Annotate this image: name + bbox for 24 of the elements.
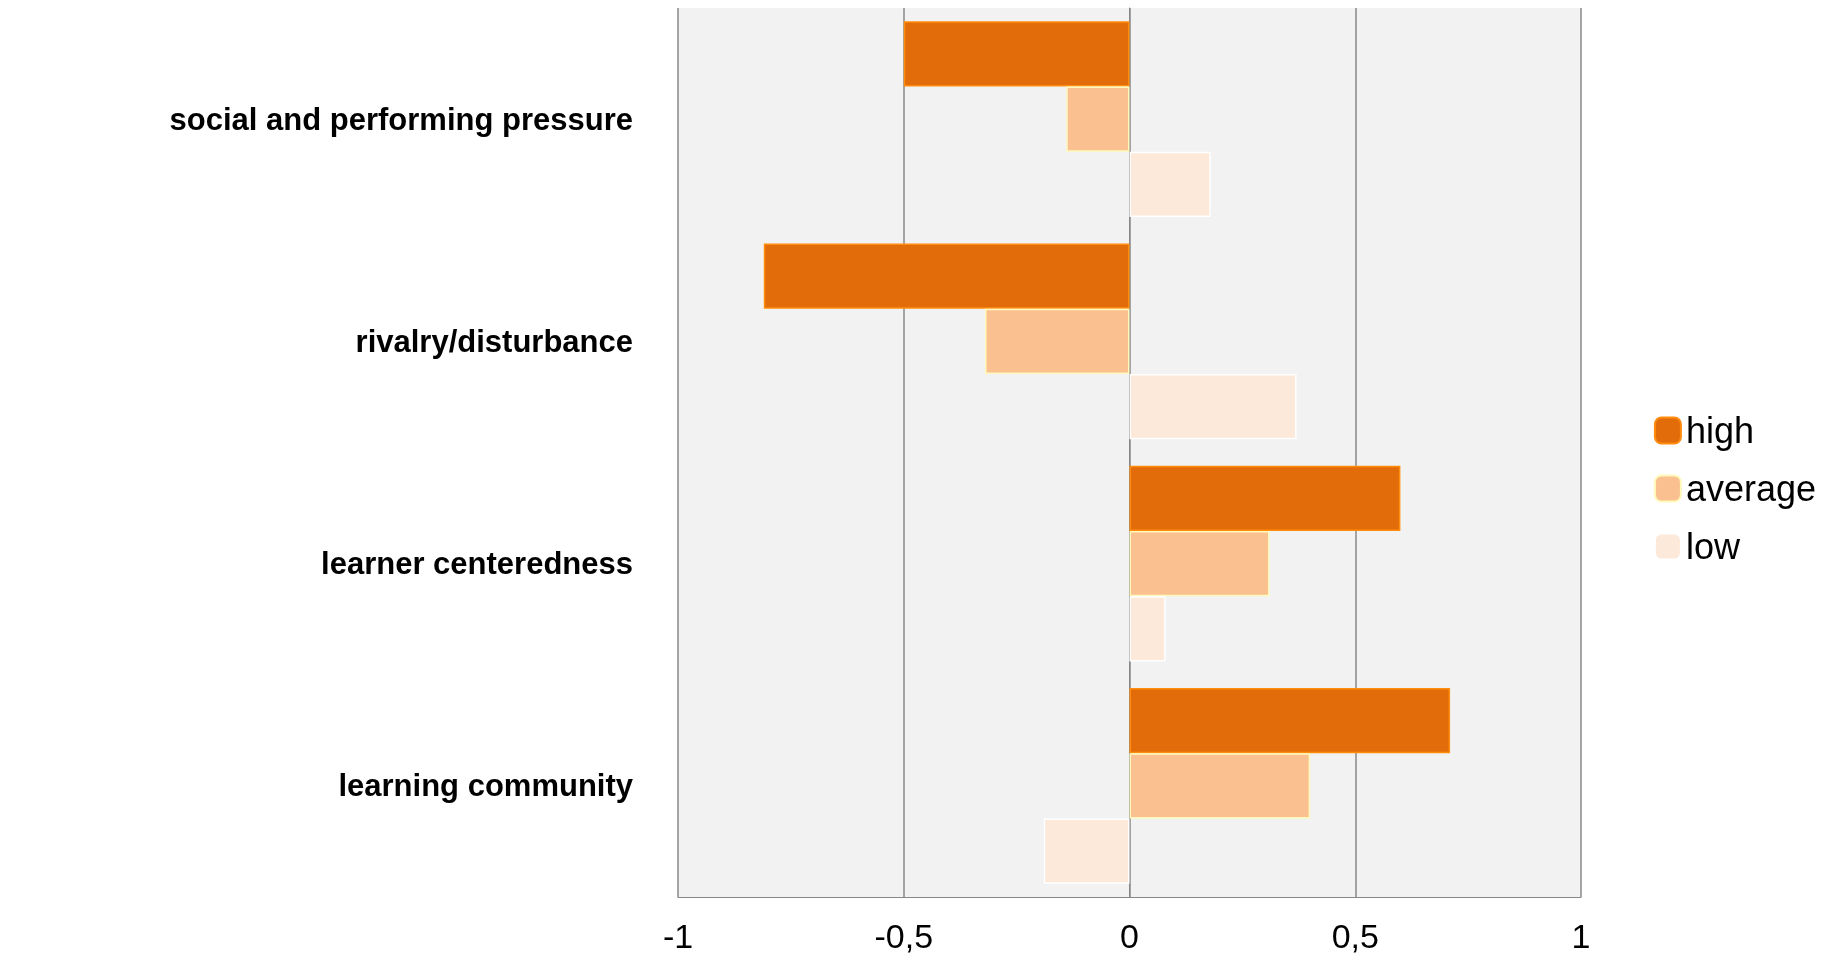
x-tick-label: -0,5 [874,917,934,955]
bar [1129,688,1451,754]
legend-label: high [1685,410,1754,451]
x-tick-label: 0,5 [1331,917,1379,955]
bar [1066,86,1130,152]
y-tick-label: learning community [338,768,634,804]
y-tick-label: rivalry/disturbance [355,323,633,359]
x-tick-label: -1 [662,917,694,955]
bar [903,21,1130,87]
x-tick-label: 0 [1120,917,1139,955]
bar [1129,151,1211,217]
bar [763,243,1130,309]
bar [1129,753,1311,819]
bar [1043,818,1130,884]
y-tick-label: social and performing pressure [169,101,633,137]
bar [1129,373,1297,440]
bar [1129,596,1166,662]
x-tick-label: 1 [1571,917,1591,955]
y-tick-label: learner centeredness [321,546,633,582]
bar [1129,465,1401,532]
legend-label: average [1685,468,1817,509]
legend-label: low [1685,526,1741,567]
bar [985,308,1130,374]
bar [1129,531,1270,597]
